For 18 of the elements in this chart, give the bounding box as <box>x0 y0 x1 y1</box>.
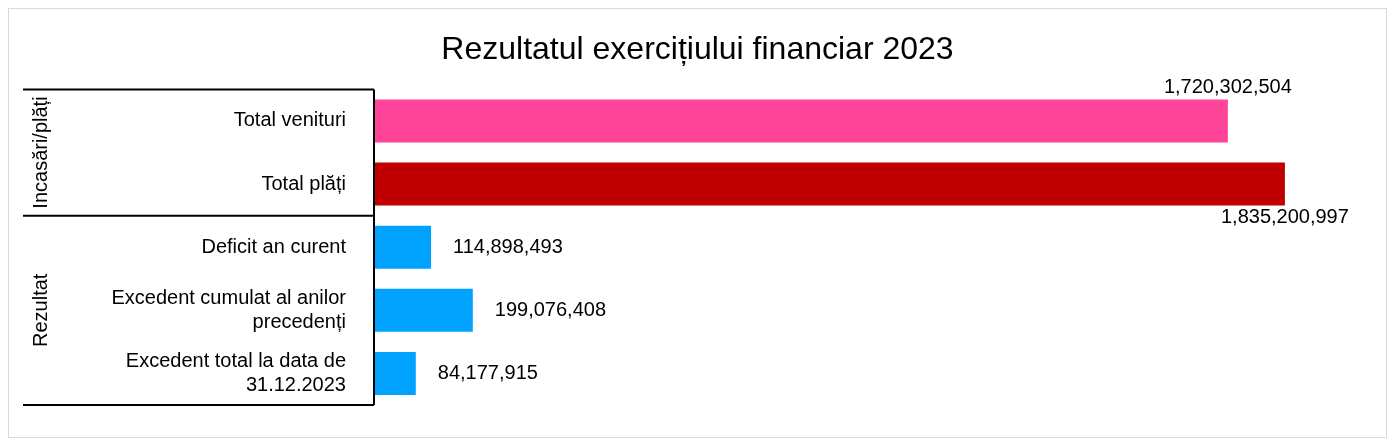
bar <box>374 288 473 332</box>
data-label: 84,177,915 <box>437 360 538 383</box>
bar <box>374 225 432 269</box>
chart-title: Rezultatul exercițiului financiar 2023 <box>441 30 954 67</box>
y-tick-label: Total plăți <box>261 171 346 194</box>
text: Incasări/plăți <box>28 96 51 209</box>
data-label: 1,835,200,997 <box>1220 205 1349 228</box>
bar <box>374 351 416 395</box>
bar <box>374 162 1285 206</box>
y-tick-label: Excedent total la data de 31.12.2023 <box>125 348 346 395</box>
y-tick-label: Deficit an curent <box>201 234 347 257</box>
bar <box>374 99 1228 143</box>
data-label: 114,898,493 <box>453 234 563 257</box>
text: Rezultat <box>28 273 51 348</box>
data-label: 199,076,408 <box>494 297 607 320</box>
data-label: 1,720,302,504 <box>1163 75 1292 98</box>
y-tick-label: Total venituri <box>233 108 346 131</box>
y-tick-label: Excedent cumulat al anilor precedenți <box>111 285 347 332</box>
